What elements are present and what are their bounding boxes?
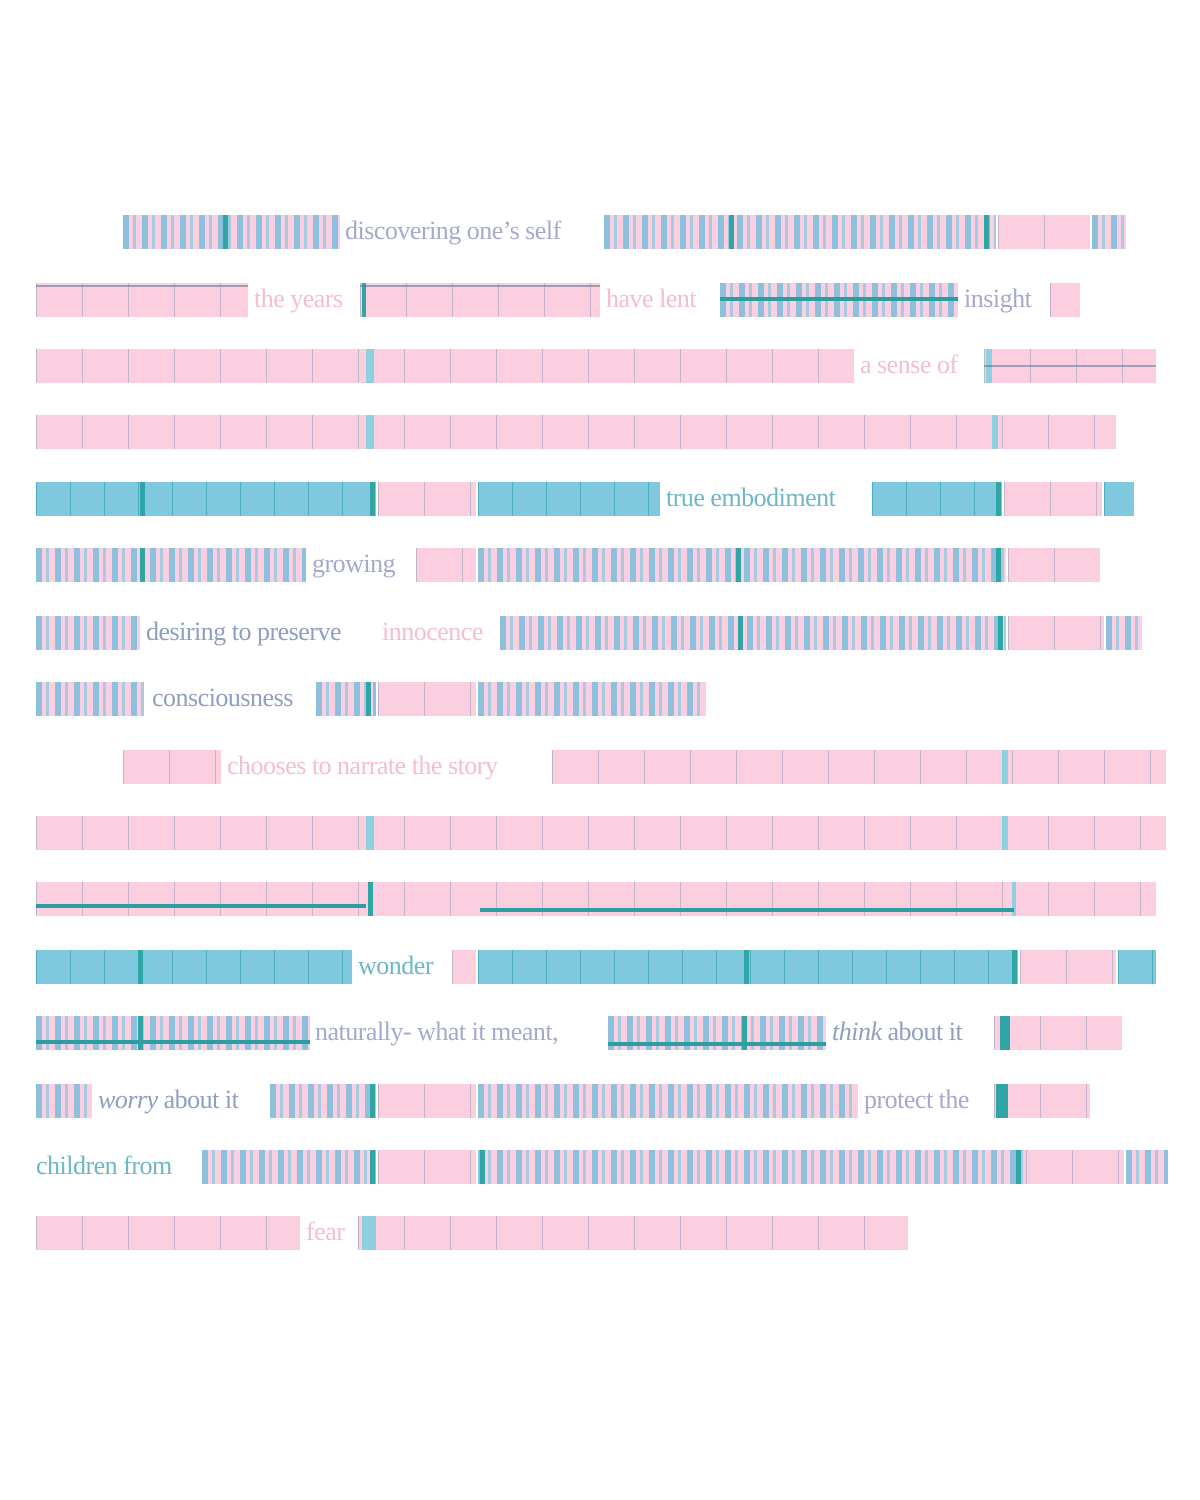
redaction-block <box>36 1216 300 1250</box>
poem-line-1: discovering one’s self <box>0 215 1200 249</box>
poem-line-14: worry about it protect the <box>0 1084 1200 1118</box>
redaction-block <box>1106 616 1142 650</box>
redaction-block <box>478 682 706 716</box>
redaction-block <box>378 1150 476 1184</box>
redaction-block <box>1092 215 1126 249</box>
redaction-block <box>36 1016 310 1050</box>
redaction-block <box>604 215 996 249</box>
redaction-block <box>1126 1150 1168 1184</box>
redaction-block <box>478 482 660 516</box>
redaction-block <box>1020 950 1116 984</box>
phrase-consciousness: consciousness <box>152 683 293 712</box>
redaction-block <box>1026 1150 1124 1184</box>
word-worry: worry <box>98 1085 158 1114</box>
redaction-block <box>478 1084 858 1118</box>
redaction-block <box>36 816 1166 850</box>
phrase-naturally-what-it-meant: naturally- what it meant, <box>315 1017 559 1046</box>
poem-line-9: chooses to narrate the story <box>0 750 1200 784</box>
redaction-block <box>316 682 376 716</box>
redaction-block <box>360 283 600 317</box>
poem-line-7: desiring to preserve innocence <box>0 616 1200 650</box>
word-think: think <box>832 1017 882 1046</box>
redaction-block <box>478 1150 1026 1184</box>
redaction-block <box>608 1016 826 1050</box>
phrase-a-sense-of: a sense of <box>860 350 958 379</box>
redaction-block <box>720 283 958 317</box>
redaction-block <box>478 950 1018 984</box>
redaction-block <box>1004 482 1102 516</box>
phrase-desiring-to-preserve: desiring to preserve <box>146 617 342 646</box>
phrase-true-embodiment: true embodiment <box>666 483 836 512</box>
redaction-block <box>36 682 144 716</box>
redaction-block <box>378 482 476 516</box>
redaction-block <box>1104 482 1134 516</box>
redaction-block <box>994 1016 1122 1050</box>
poem-line-16: fear <box>0 1216 1200 1250</box>
poem-line-11 <box>0 882 1200 916</box>
redaction-block <box>378 682 476 716</box>
redaction-block <box>270 1084 376 1118</box>
redaction-block <box>358 1216 908 1250</box>
phrase-chooses-to-narrate-the-story: chooses to narrate the story <box>227 751 498 780</box>
redaction-block <box>36 283 248 317</box>
phrase-children-from: children from <box>36 1151 172 1180</box>
redaction-block <box>1008 548 1100 582</box>
redaction-block <box>872 482 1002 516</box>
phrase-wonder: wonder <box>358 951 433 980</box>
poem-line-3: a sense of <box>0 349 1200 383</box>
word-about-it: about it <box>157 1085 239 1114</box>
poem-line-13: naturally- what it meant, think about it <box>0 1016 1200 1050</box>
redaction-block <box>36 616 140 650</box>
poem-line-4 <box>0 415 1200 449</box>
redaction-block <box>202 1150 376 1184</box>
redaction-block <box>452 950 476 984</box>
phrase-discovering-ones-self: discovering one’s self <box>345 216 561 245</box>
redaction-block <box>123 750 221 784</box>
redaction-block <box>36 950 352 984</box>
redaction-block <box>36 882 1156 916</box>
redaction-block <box>984 349 1156 383</box>
phrase-the-years: the years <box>254 284 343 313</box>
phrase-protect-the: protect the <box>864 1085 969 1114</box>
redaction-block <box>36 349 854 383</box>
redaction-block <box>994 1084 1090 1118</box>
poem-line-6: growing <box>0 548 1200 582</box>
poem-line-15: children from <box>0 1150 1200 1184</box>
poem-line-2: the years have lent insight <box>0 283 1200 317</box>
redaction-block <box>1118 950 1156 984</box>
phrase-insight: insight <box>964 284 1032 313</box>
redaction-block <box>36 415 1116 449</box>
poem-line-10 <box>0 816 1200 850</box>
redaction-block <box>1050 283 1080 317</box>
redaction-block <box>998 215 1090 249</box>
phrase-have-lent: have lent <box>606 284 697 313</box>
redaction-block <box>1008 616 1104 650</box>
phrase-fear: fear <box>306 1217 345 1246</box>
redaction-block <box>36 482 376 516</box>
redaction-block <box>416 548 476 582</box>
redaction-block <box>500 616 1006 650</box>
poem-line-5: true embodiment <box>0 482 1200 516</box>
redaction-block <box>36 548 306 582</box>
word-about-it: about it <box>881 1017 963 1046</box>
phrase-innocence: innocence <box>382 617 483 646</box>
redaction-block <box>123 215 340 249</box>
poem-line-8: consciousness <box>0 682 1200 716</box>
redaction-block <box>552 750 1166 784</box>
redaction-block <box>378 1084 476 1118</box>
phrase-worry-about-it: worry about it <box>98 1083 239 1117</box>
redaction-block <box>478 548 1006 582</box>
redaction-block <box>36 1084 92 1118</box>
phrase-think-about-it: think about it <box>832 1015 963 1049</box>
phrase-growing: growing <box>312 549 396 578</box>
poem-line-12: wonder <box>0 950 1200 984</box>
